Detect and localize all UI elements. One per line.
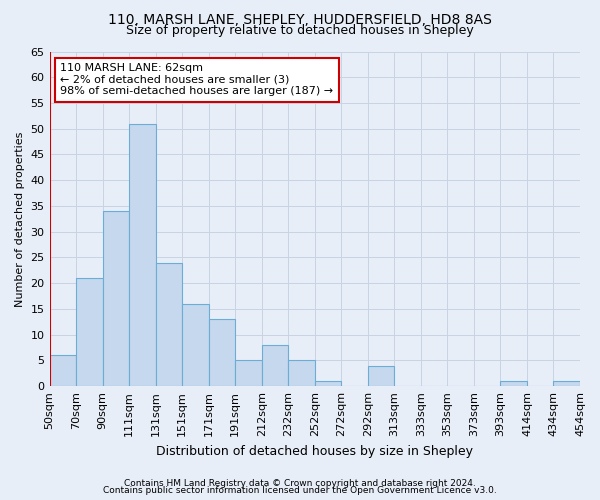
Bar — [50, 356, 76, 386]
Bar — [76, 278, 103, 386]
Bar — [103, 211, 129, 386]
Text: Size of property relative to detached houses in Shepley: Size of property relative to detached ho… — [126, 24, 474, 37]
Text: Contains HM Land Registry data © Crown copyright and database right 2024.: Contains HM Land Registry data © Crown c… — [124, 478, 476, 488]
Bar — [155, 262, 182, 386]
Text: Contains public sector information licensed under the Open Government Licence v3: Contains public sector information licen… — [103, 486, 497, 495]
Bar — [288, 360, 315, 386]
Bar — [262, 345, 288, 386]
Text: 110 MARSH LANE: 62sqm
← 2% of detached houses are smaller (3)
98% of semi-detach: 110 MARSH LANE: 62sqm ← 2% of detached h… — [60, 63, 333, 96]
Bar — [182, 304, 209, 386]
Y-axis label: Number of detached properties: Number of detached properties — [15, 131, 25, 306]
Bar — [209, 319, 235, 386]
Bar — [235, 360, 262, 386]
X-axis label: Distribution of detached houses by size in Shepley: Distribution of detached houses by size … — [156, 444, 473, 458]
Text: 110, MARSH LANE, SHEPLEY, HUDDERSFIELD, HD8 8AS: 110, MARSH LANE, SHEPLEY, HUDDERSFIELD, … — [108, 12, 492, 26]
Bar — [315, 381, 341, 386]
Bar — [368, 366, 394, 386]
Bar — [500, 381, 527, 386]
Bar — [553, 381, 580, 386]
Bar — [129, 124, 155, 386]
